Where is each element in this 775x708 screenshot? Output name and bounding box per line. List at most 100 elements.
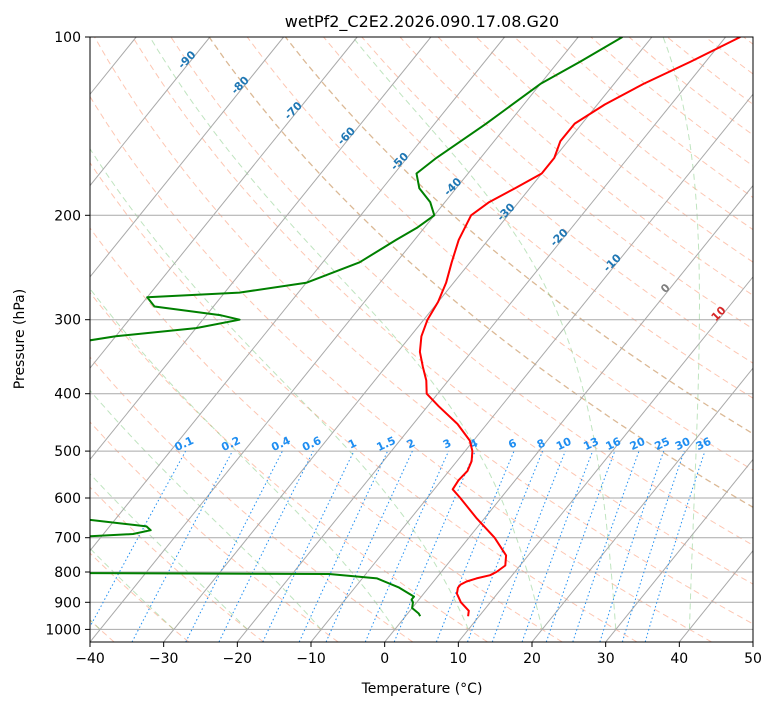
x-axis-ticks: −40 −30 −20 −10 0 10 20 30 40 50	[75, 642, 762, 667]
isotherm	[678, 549, 753, 642]
dry-adiabat	[743, 37, 753, 45]
dry-adiabat	[323, 37, 753, 399]
dry-adiabat	[90, 421, 339, 642]
grid-lines	[0, 37, 753, 642]
moist-adiabat	[90, 547, 175, 630]
y-tick-label: 700	[54, 531, 81, 547]
dry-adiabat	[437, 37, 753, 296]
y-tick-label: 500	[54, 444, 81, 460]
moist-adiabat-label: -60	[335, 124, 358, 147]
dry-adiabat	[90, 161, 638, 642]
dry-adiabat	[208, 37, 753, 508]
mixing-ratio-labels: 0.1 0.2 0.4 0.6 1 1.5 2 3 4 6 8 10 13 16 20 25 30 36	[173, 434, 714, 454]
x-tick-label: 50	[744, 651, 762, 667]
mixing-ratio-label: 2	[405, 436, 417, 451]
mixing-ratio-line	[491, 450, 566, 642]
y-tick-label: 800	[54, 565, 81, 581]
isotherm	[90, 37, 284, 278]
mixing-ratio-line	[572, 450, 640, 642]
mixing-ratio-label: 6	[506, 436, 519, 451]
mixing-ratio-line	[545, 450, 616, 642]
mixing-ratio-label: 30	[673, 435, 693, 453]
dry-adiabat	[208, 37, 753, 508]
y-tick-label: 300	[54, 313, 81, 329]
isotherm	[90, 37, 358, 369]
isotherm	[236, 37, 726, 642]
mixing-ratio-line	[218, 450, 314, 642]
dry-adiabat	[705, 37, 753, 75]
moist-adiabat-label: 0	[658, 281, 673, 296]
y-tick-label: 400	[54, 387, 81, 403]
mixing-ratio-line	[644, 450, 706, 642]
green-profile-line	[90, 37, 623, 617]
isotherm	[384, 184, 753, 642]
x-tick-label: −20	[223, 651, 253, 667]
mixing-ratio-label: 3	[441, 436, 453, 451]
dry-adiabat	[90, 227, 563, 642]
dry-adiabat	[90, 552, 190, 642]
dry-adiabat	[514, 37, 753, 231]
isotherm	[90, 37, 432, 461]
moist-adiabat	[90, 389, 322, 630]
x-tick-label: 40	[670, 651, 688, 667]
dry-adiabat	[284, 37, 753, 435]
x-tick-label: −30	[149, 651, 179, 667]
dry-adiabat	[246, 37, 753, 471]
y-tick-label: 900	[54, 595, 81, 611]
y-tick-label: 1000	[45, 622, 81, 638]
moist-adiabat	[90, 288, 396, 630]
dry-adiabat	[170, 37, 753, 546]
isotherm	[163, 37, 653, 642]
y-tick-label: 600	[54, 491, 81, 507]
y-tick-label: 100	[54, 30, 81, 46]
dry-adiabat	[90, 356, 414, 642]
mixing-ratio-line	[599, 450, 665, 642]
mixing-ratio-line	[521, 450, 594, 642]
mixing-ratio-line	[262, 450, 355, 642]
mixing-ratio-line	[131, 450, 233, 642]
x-axis-label: Temperature (°C)	[361, 681, 483, 697]
dry-adiabat	[552, 37, 753, 199]
y-axis-label: Pressure (hPa)	[12, 289, 28, 389]
moist-adiabat-label: -10	[601, 251, 624, 274]
mixing-ratio-label: 8	[535, 436, 547, 451]
mixing-ratio-line	[467, 450, 544, 642]
mixing-ratio-line	[393, 450, 476, 642]
mixing-ratio-label: 16	[604, 435, 624, 453]
chart-title: wetPf2_C2E2.2026.090.17.08.G20	[285, 12, 559, 32]
moist-adiabat	[352, 37, 617, 630]
isotherm	[90, 37, 579, 642]
isotherm	[605, 458, 753, 642]
dry-adiabat	[361, 37, 753, 364]
moist-adiabat	[662, 37, 700, 630]
mixing-ratio-line	[185, 450, 283, 642]
dry-adiabat	[590, 37, 753, 167]
dry-adiabat	[132, 37, 753, 585]
dry-adiabat	[666, 37, 753, 105]
x-tick-label: 0	[380, 651, 389, 667]
moist-adiabat-label: -80	[229, 73, 252, 96]
x-tick-label: −40	[75, 651, 105, 667]
x-tick-label: 20	[523, 651, 541, 667]
y-axis-ticks: 100 200 300 400 500 600 700 800 900 1000	[45, 30, 90, 638]
isotherm	[90, 37, 211, 187]
isotherm	[90, 37, 505, 552]
moist-adiabat-label: 10	[709, 304, 729, 324]
moist-adiabat-label: -20	[548, 226, 571, 249]
isotherm	[752, 641, 753, 642]
moist-adiabat	[90, 147, 469, 630]
moist-adiabat-label: -30	[494, 200, 517, 223]
mixing-ratio-label: 25	[653, 435, 672, 453]
mixing-ratio-line	[90, 450, 187, 628]
moist-adiabat-label: -50	[388, 150, 411, 173]
mixing-ratio-line	[325, 450, 413, 642]
dry-adiabat	[285, 37, 753, 435]
x-tick-label: 30	[597, 651, 615, 667]
moist-adiabat	[90, 473, 248, 630]
isotherm	[0, 37, 63, 642]
moist-adiabat	[149, 37, 543, 630]
plot-frame	[89, 36, 754, 643]
mixing-ratio-label: 20	[628, 435, 648, 453]
mixing-ratio-line	[364, 450, 450, 642]
